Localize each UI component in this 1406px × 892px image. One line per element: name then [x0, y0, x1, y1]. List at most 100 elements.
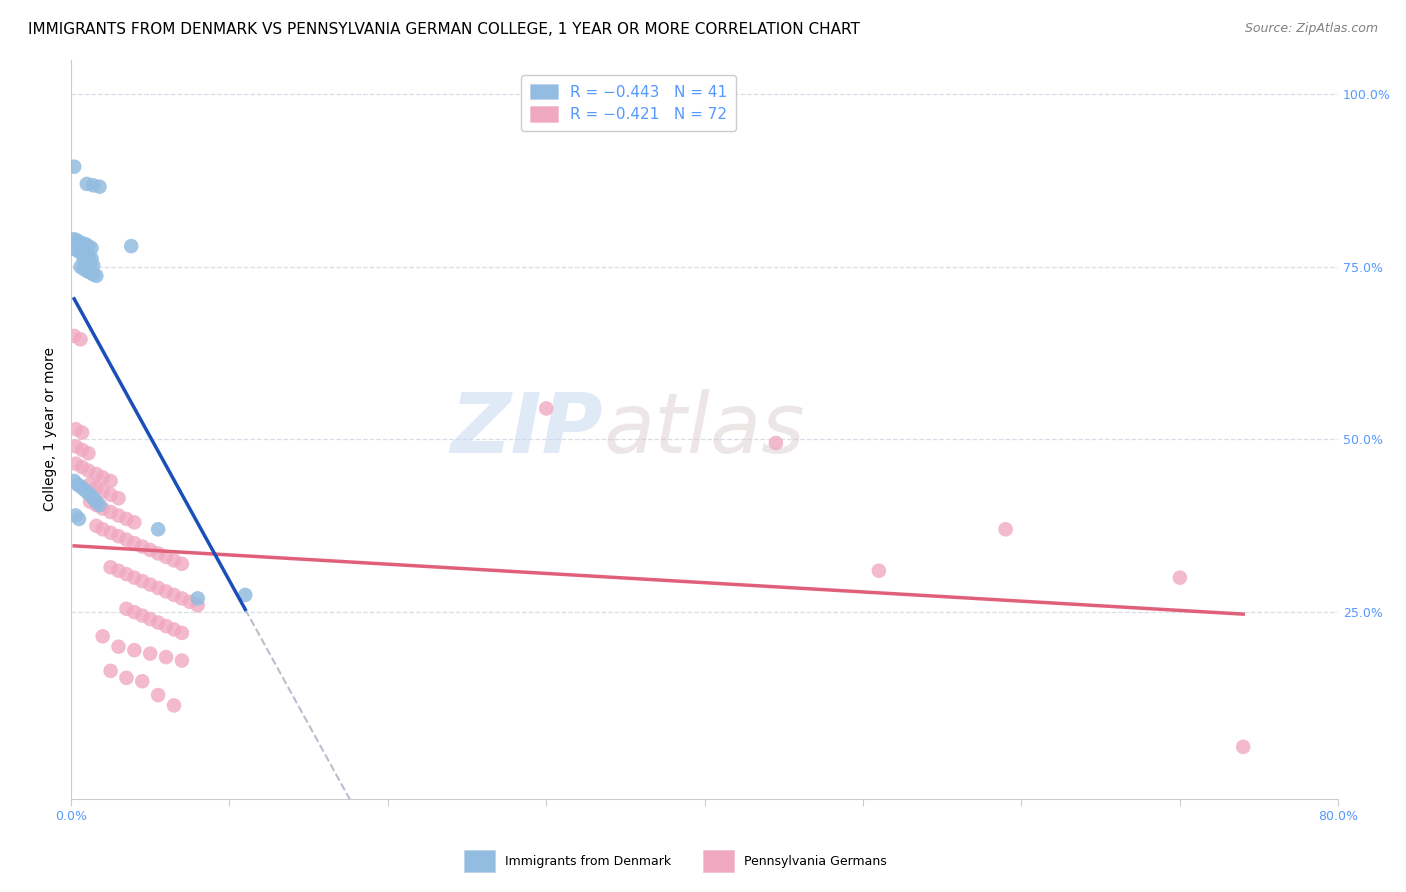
Point: [124, 571, 146, 585]
Point: [115, 533, 138, 547]
Point: [69, 235, 91, 250]
Point: [86, 268, 108, 283]
Point: [170, 557, 193, 571]
Point: [187, 591, 209, 606]
Point: [73, 252, 96, 267]
Point: [69, 332, 91, 346]
Point: [131, 540, 153, 554]
Point: [170, 626, 193, 640]
Point: [139, 612, 162, 626]
Point: [89, 179, 111, 194]
Point: [146, 688, 169, 702]
Point: [91, 501, 114, 516]
Point: [100, 664, 122, 678]
Point: [63, 160, 86, 174]
Point: [765, 436, 787, 450]
Point: [79, 488, 101, 502]
Point: [75, 237, 97, 252]
Point: [75, 247, 97, 261]
Point: [89, 498, 111, 512]
Point: [63, 474, 86, 488]
Point: [139, 543, 162, 558]
Point: [79, 265, 101, 279]
Point: [107, 640, 129, 654]
Point: [77, 250, 100, 264]
Point: [1168, 571, 1191, 585]
Point: [77, 464, 100, 478]
Point: [163, 588, 186, 602]
Point: [63, 232, 86, 246]
Point: [124, 536, 146, 550]
Point: [86, 519, 108, 533]
Point: [70, 246, 93, 260]
Point: [82, 268, 104, 282]
Point: [63, 329, 86, 343]
Point: [65, 243, 87, 257]
Point: [868, 564, 890, 578]
Point: [155, 619, 177, 633]
Point: [76, 255, 98, 269]
Point: [124, 516, 146, 530]
Point: [76, 485, 98, 500]
Point: [77, 239, 100, 253]
Point: [163, 623, 186, 637]
Legend: R = −0.443   N = 41, R = −0.421   N = 72: R = −0.443 N = 41, R = −0.421 N = 72: [522, 75, 737, 131]
Point: [100, 525, 122, 540]
Point: [994, 522, 1017, 536]
Point: [86, 494, 108, 508]
Point: [120, 239, 142, 253]
Point: [86, 498, 108, 512]
Point: [100, 505, 122, 519]
Point: [146, 522, 169, 536]
Point: [65, 508, 87, 523]
Point: [80, 241, 103, 255]
Point: [77, 446, 100, 460]
Point: [131, 674, 153, 689]
Point: [86, 481, 108, 495]
Point: [107, 491, 129, 506]
Point: [70, 460, 93, 475]
Point: [65, 439, 87, 453]
Point: [69, 479, 91, 493]
Text: IMMIGRANTS FROM DENMARK VS PENNSYLVANIA GERMAN COLLEGE, 1 YEAR OR MORE CORRELATI: IMMIGRANTS FROM DENMARK VS PENNSYLVANIA …: [28, 22, 860, 37]
Point: [155, 549, 177, 564]
Point: [115, 671, 138, 685]
Point: [146, 546, 169, 560]
Point: [139, 577, 162, 591]
Point: [66, 477, 89, 491]
Point: [86, 467, 108, 481]
Point: [82, 178, 104, 193]
Point: [73, 482, 96, 496]
Point: [155, 584, 177, 599]
Point: [100, 474, 122, 488]
Point: [79, 256, 101, 270]
Text: ZIP: ZIP: [451, 389, 603, 469]
Point: [70, 442, 93, 457]
Point: [155, 650, 177, 665]
Point: [65, 422, 87, 436]
Point: [65, 457, 87, 471]
Point: [187, 599, 209, 613]
Point: [67, 244, 90, 259]
Point: [70, 425, 93, 440]
Point: [170, 654, 193, 668]
Point: [139, 647, 162, 661]
Text: Source: ZipAtlas.com: Source: ZipAtlas.com: [1244, 22, 1378, 36]
Point: [146, 581, 169, 595]
Point: [233, 588, 256, 602]
Point: [131, 574, 153, 588]
Point: [100, 560, 122, 574]
Point: [67, 512, 90, 526]
Point: [1232, 739, 1254, 754]
Point: [66, 234, 89, 248]
Point: [115, 567, 138, 582]
Point: [76, 264, 98, 278]
Text: Immigrants from Denmark: Immigrants from Denmark: [505, 855, 671, 868]
Point: [131, 608, 153, 623]
Point: [79, 494, 101, 508]
Point: [107, 529, 129, 543]
Point: [91, 470, 114, 484]
Point: [91, 629, 114, 643]
Point: [124, 643, 146, 657]
Point: [107, 564, 129, 578]
